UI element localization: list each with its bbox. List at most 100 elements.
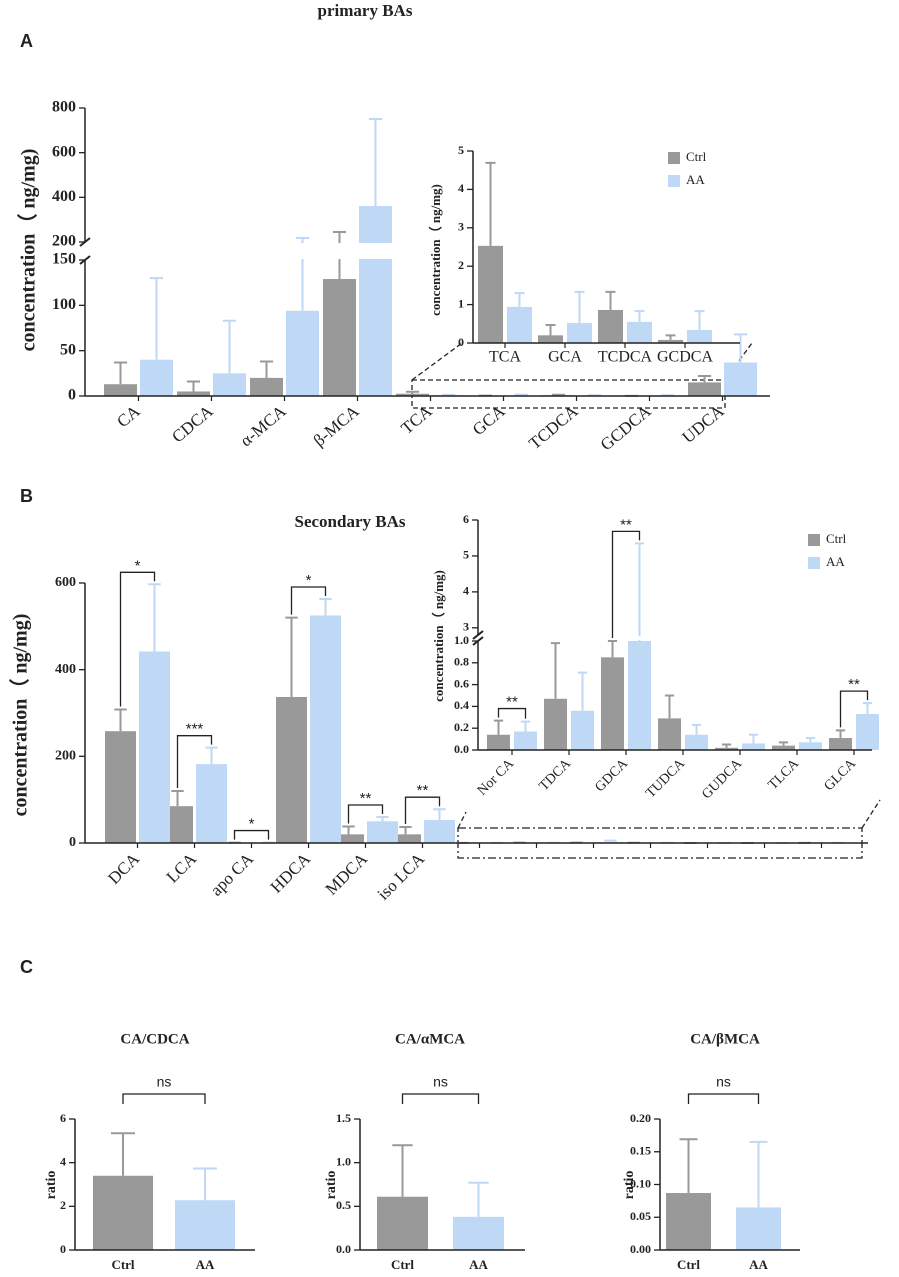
error-bar [550,642,561,699]
panel-label: A [20,31,33,51]
y-axis-label: concentration（ ng/mg) [9,614,32,817]
significance-bracket [611,530,641,638]
y-tick-label: 2 [60,1198,66,1212]
y-tick-label: 4 [463,584,469,598]
error-bar [433,808,446,821]
x-tick-label: GCA [469,401,509,439]
error-bar [697,375,712,383]
y-tick-label: 0 [69,835,76,850]
bar [140,359,173,396]
legend-swatch [668,152,680,164]
bar [367,821,398,843]
error-bar [694,310,705,330]
bar [628,641,651,750]
y-tick-label: 0.00 [630,1242,651,1256]
bar [658,339,683,343]
error-bar [577,671,588,711]
panel-label: B [20,486,33,506]
bar [567,323,592,343]
error-bar [805,737,816,743]
x-tick-label: DCA [104,849,143,888]
error-bar [574,290,585,324]
y-tick-label: 400 [52,188,76,205]
significance-bracket [687,1093,760,1104]
x-tick-label: GCA [548,349,582,366]
x-tick-label: MDCA [322,849,372,899]
y-tick-label: 0.4 [454,698,469,712]
y-tick-label: 50 [60,341,76,358]
error-bar [749,1140,768,1208]
legend-swatch [668,175,680,187]
bar [359,206,392,396]
error-bar [186,380,201,392]
axis-break-gap [86,243,771,259]
error-bar [405,390,420,394]
legend-label: AA [686,172,705,187]
significance-bracket [839,690,869,728]
bar [685,734,708,750]
y-tick-label: 5 [458,143,464,157]
error-bar [149,277,164,360]
bar [601,657,624,750]
bar [139,651,170,843]
x-tick-label: apo CA [207,849,258,900]
y-tick-label: 0 [68,387,76,404]
zoom-line [457,811,467,829]
significance-bracket [347,804,384,824]
y-tick-label: 200 [52,233,76,250]
x-tick-label: GDCA [592,756,631,795]
bar [310,615,341,843]
bar [478,245,503,343]
bar [742,743,765,750]
y-tick-label: 0 [458,335,464,349]
bar [724,362,757,396]
y-tick-label: 1.0 [336,1154,351,1168]
significance-label: * [249,816,255,833]
bar [544,698,567,750]
y-axis-label: ratio [324,1171,339,1200]
bar [538,335,563,343]
legend-label: AA [826,554,845,569]
y-tick-label: 0.5 [336,1198,351,1212]
x-tick-label: TUDCA [643,756,688,801]
error-bar [604,839,617,843]
bar [571,710,594,750]
zoom-line [411,342,463,381]
error-bar [691,723,702,735]
axis-break-gap [479,636,873,640]
bar [688,382,721,396]
bar [377,1196,428,1250]
y-tick-label: 0.10 [630,1176,651,1190]
x-tick-label: CA [113,401,144,431]
error-bar [607,640,618,658]
x-tick-label: GCDCA [597,401,655,454]
error-bar [862,702,873,715]
y-tick-label: 3 [463,620,469,634]
x-tick-label: TCA [489,349,521,366]
significance-bracket [176,735,213,788]
x-tick-label: GLCA [822,756,860,794]
y-tick-label: 5 [463,548,469,562]
zoom-line [861,799,881,829]
legend-label: Ctrl [826,531,847,546]
y-tick-label: 0.0 [454,742,469,756]
chart-title: CA/βMCA [690,1031,760,1047]
y-tick-label: 6 [60,1111,66,1125]
y-tick-label: 100 [52,296,76,313]
error-bar [493,719,504,735]
panel-label: C [20,957,33,977]
error-bar [399,825,412,835]
bar [196,764,227,843]
bar [396,393,429,396]
bar [856,714,879,750]
error-bar [721,743,732,748]
bar [666,1193,711,1250]
significance-bracket [401,1093,480,1104]
bar [687,329,712,343]
bar [276,696,307,843]
bar [799,742,822,750]
error-bar [113,361,128,385]
significance-label: ns [433,1074,448,1090]
chart-title: CA/αMCA [395,1031,465,1047]
